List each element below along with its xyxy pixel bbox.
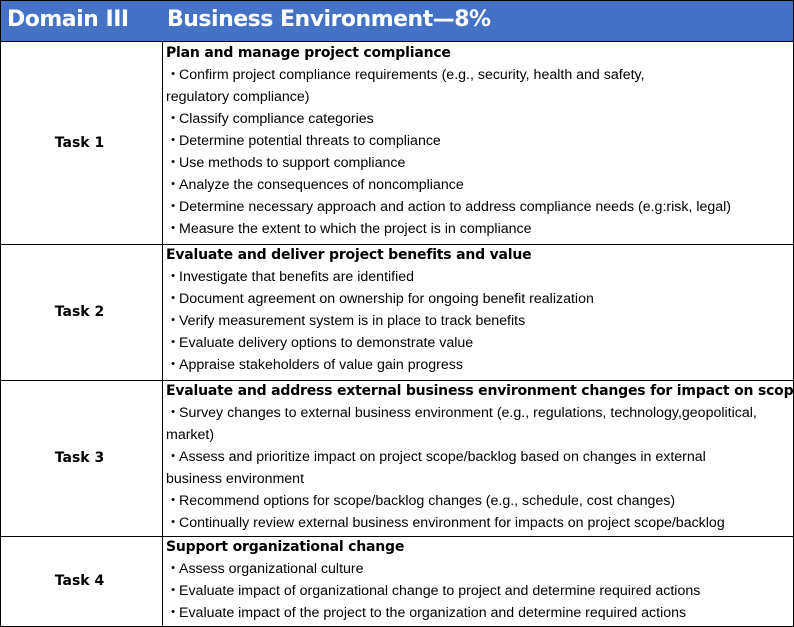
bullet-icon: ・ — [166, 111, 181, 127]
task-item: ・Measure the extent to which the project… — [166, 218, 793, 240]
task-item-text: Evaluate impact of the project to the or… — [179, 605, 687, 621]
task-item: regulatory compliance) — [166, 86, 793, 108]
task-item: ・Confirm project compliance requirements… — [166, 64, 793, 86]
bullet-icon: ・ — [166, 357, 181, 373]
bullet-icon: ・ — [166, 605, 181, 621]
task-item-text: Determine necessary approach and action … — [179, 199, 732, 215]
bullet-icon: ・ — [166, 335, 181, 351]
task-item: ・Investigate that benefits are identifie… — [166, 266, 793, 288]
task-item-text: Analyze the consequences of noncomplianc… — [179, 177, 464, 193]
task-item: ・Determine potential threats to complian… — [166, 130, 793, 152]
bullet-icon: ・ — [166, 291, 181, 307]
task-title: Evaluate and address external business e… — [166, 383, 794, 399]
task-item-text: Appraise stakeholders of value gain prog… — [179, 357, 463, 373]
bullet-icon: ・ — [166, 583, 181, 599]
task-item-text: market) — [166, 427, 215, 443]
task-label: Task 1 — [54, 135, 105, 151]
task-content: Evaluate and deliver project benefits an… — [166, 244, 793, 376]
bullet-icon: ・ — [166, 449, 181, 465]
bullet-icon: ・ — [166, 155, 181, 171]
task-item-text: Assess organizational culture — [179, 561, 364, 577]
task-row: Task 3 Evaluate and address external busi… — [1, 380, 794, 537]
task-item: market) — [166, 424, 793, 446]
task-item-text: Continually review external business env… — [179, 515, 725, 531]
task-item-text: Verify measurement system is in place to… — [179, 313, 526, 329]
task-label-cell: Task 3 — [1, 380, 163, 536]
task-item: ・Assess organizational culture — [166, 558, 793, 580]
task-content: Plan and manage project compliance ・Confi… — [166, 42, 793, 240]
task-row: Task 2 Evaluate and deliver project benef… — [1, 244, 793, 381]
task-item-text: Classify compliance categories — [179, 111, 374, 127]
bullet-icon: ・ — [166, 313, 181, 329]
task-label-cell: Task 2 — [1, 244, 163, 380]
task-item: ・Use methods to support compliance — [166, 152, 793, 174]
task-item-text: Confirm project compliance requirements … — [179, 67, 645, 83]
task-item: ・Classify compliance categories — [166, 108, 793, 130]
task-item: ・Assess and prioritize impact on project… — [166, 446, 793, 468]
task-row: Task 1 Plan and manage project compliance… — [1, 42, 793, 245]
domain-title: Business Environment—8% — [167, 7, 491, 32]
task-item-text: Investigate that benefits are identified — [179, 269, 415, 285]
task-title: Plan and manage project compliance — [166, 45, 451, 61]
task-label-cell: Task 1 — [1, 42, 163, 244]
task-label-cell: Task 4 — [1, 536, 163, 626]
task-title: Support organizational change — [166, 539, 405, 555]
task-item: ・Evaluate impact of the project to the o… — [166, 602, 793, 624]
bullet-icon: ・ — [166, 221, 181, 237]
task-item-text: Recommend options for scope/backlog chan… — [179, 493, 676, 509]
task-title: Evaluate and deliver project benefits an… — [166, 247, 532, 263]
bullet-icon: ・ — [166, 515, 181, 531]
bullet-icon: ・ — [166, 199, 181, 215]
task-item-text: Determine potential threats to complianc… — [179, 133, 441, 149]
task-item-text: Use methods to support compliance — [179, 155, 406, 171]
task-content: Evaluate and address external business e… — [166, 380, 794, 534]
task-item-text: Measure the extent to which the project … — [179, 221, 532, 237]
task-item-text: Assess and prioritize impact on project … — [179, 449, 706, 465]
task-label: Task 2 — [54, 304, 105, 320]
task-item: ・Recommend options for scope/backlog cha… — [166, 490, 793, 512]
task-item: ・Verify measurement system is in place t… — [166, 310, 793, 332]
task-item: ・Continually review external business en… — [166, 512, 793, 534]
task-item: ・Analyze the consequences of noncomplian… — [166, 174, 793, 196]
bullet-icon: ・ — [166, 561, 181, 577]
task-label: Task 4 — [54, 573, 105, 589]
bullet-icon: ・ — [166, 405, 181, 421]
bullet-icon: ・ — [166, 177, 181, 193]
task-item-text: Evaluate impact of organizational change… — [179, 583, 701, 599]
task-label: Task 3 — [54, 450, 105, 466]
bullet-icon: ・ — [166, 269, 181, 285]
task-content: Support organizational change ・Assess org… — [166, 536, 793, 624]
task-item-text: business environment — [166, 471, 305, 487]
task-item: business environment — [166, 468, 793, 490]
bullet-icon: ・ — [166, 133, 181, 149]
domain-label: Domain III — [7, 7, 129, 32]
task-item-text: Document agreement on ownership for ongo… — [179, 291, 594, 307]
task-item: ・Evaluate impact of organizational chang… — [166, 580, 793, 602]
task-item: ・Evaluate delivery options to demonstrat… — [166, 332, 793, 354]
bullet-icon: ・ — [166, 67, 181, 83]
task-item: ・Determine necessary approach and action… — [166, 196, 793, 218]
task-item: ・Appraise stakeholders of value gain pro… — [166, 354, 793, 376]
task-item: ・Survey changes to external business env… — [166, 402, 793, 424]
task-row: Task 4 Support organizational change ・Asse… — [1, 536, 793, 626]
table-header: Domain III Business Environment—8% — [1, 1, 793, 42]
task-item: ・Document agreement on ownership for ong… — [166, 288, 793, 310]
task-item-text: Survey changes to external business envi… — [179, 405, 757, 421]
task-item-text: regulatory compliance) — [166, 89, 310, 105]
task-item-text: Evaluate delivery options to demonstrate… — [179, 335, 474, 351]
bullet-icon: ・ — [166, 493, 181, 509]
